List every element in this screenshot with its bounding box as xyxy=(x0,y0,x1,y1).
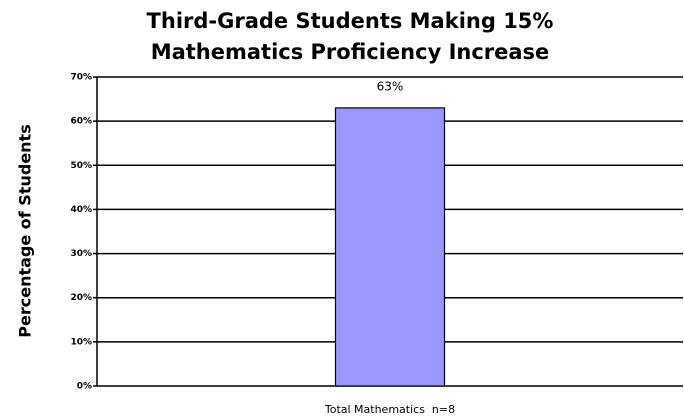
y-tick-label: 30% xyxy=(70,249,92,259)
y-tick-label: 50% xyxy=(70,161,92,171)
y-tick-label: 70% xyxy=(70,73,92,83)
y-tick-label: 0% xyxy=(77,382,92,392)
y-tick-label: 10% xyxy=(70,337,92,347)
y-tick-label: 40% xyxy=(70,205,92,215)
bar xyxy=(334,107,446,387)
y-tick-label: 20% xyxy=(70,293,92,303)
y-axis-label: Percentage of Students xyxy=(16,124,35,337)
x-tick-label: Total Mathematics n=8 xyxy=(324,403,455,416)
y-tick-label: 60% xyxy=(70,117,92,127)
value-label: 63% xyxy=(377,79,404,93)
chart-title: Third-Grade Students Making 15% Mathemat… xyxy=(146,9,554,64)
